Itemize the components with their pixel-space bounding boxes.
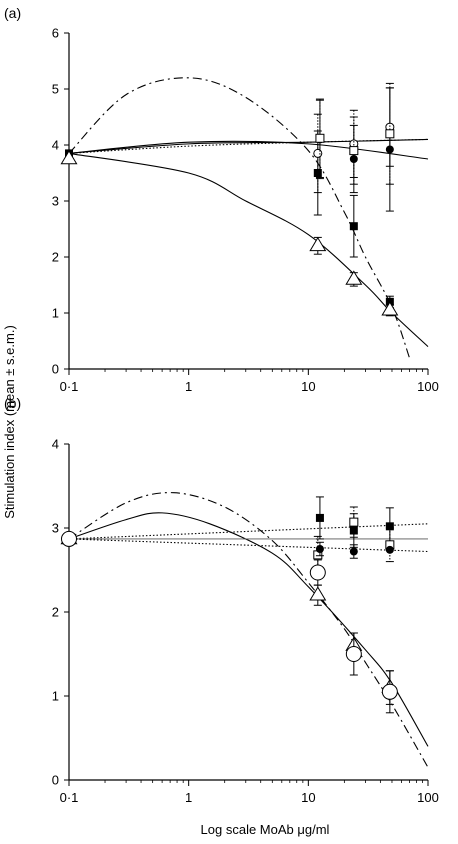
x-tick-label: 10	[301, 790, 315, 805]
y-tick-label: 3	[52, 521, 59, 536]
point-filled-square	[315, 513, 324, 522]
point-filled-circle	[315, 545, 324, 553]
panel-a-chart: (a) 0 1 2 3 4 5 6 0·1 1 10 100	[4, 5, 439, 394]
x-axis-label: Log scale MoAb μg/ml	[201, 822, 330, 837]
y-axis-label: Stimulation index (mean ± s.e.m.)	[2, 325, 17, 519]
x-tick-label: 1	[185, 379, 192, 394]
y-tick-label: 4	[52, 138, 59, 153]
point-filled-circle	[385, 545, 394, 554]
point-open-square	[385, 129, 395, 139]
point-large-open-circle	[345, 646, 362, 662]
point-filled-square	[349, 526, 358, 535]
point-large-open-circle	[309, 564, 326, 581]
x-tick-label: 100	[417, 379, 439, 394]
point-open-square	[349, 517, 359, 527]
point-open-triangle	[381, 301, 399, 316]
fit-curve-solid	[68, 512, 429, 747]
y-tick-label: 0	[52, 362, 59, 377]
fit-curve-dash-dot	[68, 492, 429, 768]
point-open-square	[349, 146, 359, 156]
point-filled-square	[349, 222, 358, 231]
y-tick-label: 2	[52, 605, 59, 620]
y-tick-label: 0	[52, 773, 59, 788]
point-filled-square	[313, 169, 322, 177]
fit-curve-solid	[68, 152, 429, 348]
x-tick-label: 0·1	[60, 379, 79, 394]
y-tick-label: 1	[52, 306, 59, 321]
x-tick-label: 0·1	[60, 790, 79, 805]
point-open-circle	[313, 148, 323, 158]
y-tick-label: 4	[52, 437, 59, 452]
x-tick-label: 10	[301, 379, 315, 394]
fit-curve-dotted	[68, 523, 429, 540]
fit-curve-dotted	[68, 538, 429, 553]
x-tick-label: 100	[417, 790, 439, 805]
point-open-triangle	[309, 236, 327, 252]
point-open-triangle	[60, 150, 78, 165]
point-open-triangle	[309, 586, 327, 601]
y-tick-label: 1	[52, 689, 59, 704]
y-tick-label: 3	[52, 194, 59, 209]
y-tick-label: 5	[52, 82, 59, 97]
panel-label: (a)	[4, 5, 21, 21]
point-large-open-circle	[381, 683, 398, 700]
fit-curve-solid	[68, 140, 429, 160]
fit-curve-solid	[68, 138, 429, 154]
point-filled-square	[385, 522, 394, 531]
y-tick-label: 6	[52, 26, 59, 41]
fit-curve-dotted	[68, 138, 429, 154]
y-tick-label: 2	[52, 250, 59, 265]
point-large-open-circle	[61, 530, 77, 547]
point-open-square	[315, 133, 325, 143]
x-tick-label: 1	[185, 790, 192, 805]
panel-label: (b)	[4, 395, 21, 411]
panel-b-chart: (b) 0 1 2 3 4 0·1 1 10 100	[4, 395, 439, 805]
point-open-triangle	[345, 270, 363, 285]
fit-curve-dash-dot	[68, 77, 410, 358]
point-filled-circle	[349, 547, 358, 556]
